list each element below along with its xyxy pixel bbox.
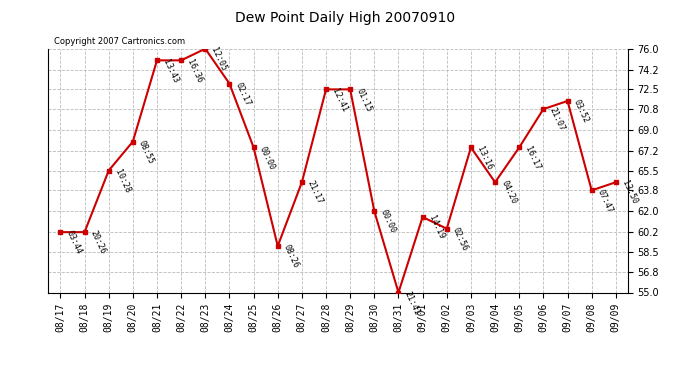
Text: 13:43: 13:43: [161, 58, 180, 84]
Text: 12:41: 12:41: [331, 87, 349, 113]
Text: 01:15: 01:15: [355, 87, 373, 113]
Text: 08:26: 08:26: [282, 243, 301, 270]
Text: 00:00: 00:00: [258, 145, 277, 171]
Text: Copyright 2007 Cartronics.com: Copyright 2007 Cartronics.com: [54, 38, 185, 46]
Text: 14:19: 14:19: [427, 214, 446, 241]
Text: 00:00: 00:00: [379, 209, 397, 235]
Text: 12:05: 12:05: [210, 46, 228, 72]
Text: 13:50: 13:50: [620, 180, 639, 206]
Text: 07:47: 07:47: [596, 188, 615, 214]
Text: 20:26: 20:26: [89, 230, 108, 256]
Text: 21:41: 21:41: [403, 290, 422, 316]
Text: 03:44: 03:44: [65, 230, 83, 256]
Text: 21:17: 21:17: [306, 180, 325, 206]
Text: 03:52: 03:52: [572, 98, 591, 124]
Text: 21:07: 21:07: [548, 106, 566, 133]
Text: 16:17: 16:17: [524, 145, 542, 171]
Text: 13:16: 13:16: [475, 145, 494, 171]
Text: 02:17: 02:17: [234, 81, 253, 107]
Text: 02:56: 02:56: [451, 226, 470, 252]
Text: 08:55: 08:55: [137, 139, 156, 165]
Text: 16:36: 16:36: [186, 58, 204, 84]
Text: Dew Point Daily High 20070910: Dew Point Daily High 20070910: [235, 11, 455, 25]
Text: 04:20: 04:20: [500, 180, 518, 206]
Text: 10:28: 10:28: [113, 168, 132, 194]
